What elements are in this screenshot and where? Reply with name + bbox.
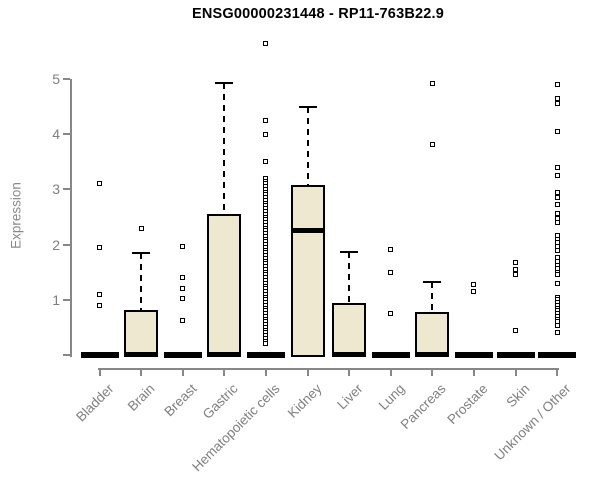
whisker-cap bbox=[423, 280, 442, 283]
outlier-point bbox=[429, 141, 435, 147]
y-axis bbox=[70, 79, 72, 357]
outlier-point bbox=[554, 82, 560, 88]
collapsed-box-median bbox=[371, 352, 410, 358]
x-axis-tick bbox=[514, 368, 517, 376]
y-axis-tick bbox=[63, 133, 70, 136]
y-axis-tick bbox=[63, 78, 70, 80]
x-axis bbox=[97, 368, 560, 370]
outlier-point bbox=[388, 311, 394, 317]
whisker bbox=[306, 106, 309, 185]
whisker bbox=[348, 251, 351, 303]
outlier-point bbox=[263, 341, 269, 347]
outlier-point bbox=[180, 243, 186, 249]
whisker bbox=[431, 281, 434, 312]
x-axis-tick bbox=[389, 368, 392, 376]
y-axis-tick bbox=[63, 243, 70, 246]
outlier-point bbox=[554, 101, 560, 107]
x-axis-tick bbox=[140, 368, 143, 376]
median-line bbox=[207, 352, 242, 357]
outlier-point bbox=[97, 181, 102, 187]
outlier-point bbox=[554, 247, 560, 253]
outlier-point bbox=[97, 302, 102, 308]
outlier-point bbox=[554, 173, 560, 179]
box bbox=[332, 302, 367, 357]
outlier-point bbox=[554, 95, 560, 101]
x-axis-tick bbox=[98, 368, 101, 376]
outlier-point bbox=[513, 266, 518, 272]
outlier-point bbox=[554, 220, 560, 226]
outlier-point bbox=[429, 80, 435, 86]
y-axis-label: Expression bbox=[8, 182, 24, 249]
outlier-point bbox=[513, 260, 518, 266]
median-line bbox=[124, 352, 159, 357]
outlier-point bbox=[263, 159, 269, 165]
y-tick-label: 1 bbox=[52, 291, 60, 308]
whisker-cap bbox=[132, 251, 151, 254]
x-axis-tick bbox=[348, 368, 351, 376]
x-axis-tick bbox=[431, 368, 434, 376]
x-axis-tick bbox=[264, 368, 267, 376]
collapsed-box-median bbox=[163, 352, 202, 358]
collapsed-box-median bbox=[496, 352, 535, 358]
x-axis-tick bbox=[556, 368, 559, 376]
outlier-point bbox=[263, 40, 269, 46]
whisker bbox=[140, 252, 143, 310]
y-tick-label: 5 bbox=[52, 71, 60, 87]
outlier-point bbox=[180, 318, 186, 324]
outlier-point bbox=[263, 131, 269, 137]
outlier-point bbox=[513, 327, 518, 333]
y-axis-tick bbox=[63, 354, 70, 356]
y-tick-label: 3 bbox=[52, 181, 60, 198]
outlier-point bbox=[97, 291, 102, 297]
x-axis-tick bbox=[223, 368, 226, 376]
box bbox=[207, 214, 242, 357]
outlier-point bbox=[554, 322, 560, 328]
collapsed-box-median bbox=[246, 352, 285, 358]
x-axis-tick bbox=[306, 368, 309, 376]
outlier-point bbox=[554, 210, 560, 216]
y-axis-tick bbox=[63, 188, 70, 191]
x-axis-tick bbox=[181, 368, 184, 376]
whisker-cap bbox=[340, 250, 359, 253]
whisker-cap bbox=[215, 82, 234, 85]
collapsed-box-median bbox=[80, 352, 119, 358]
outlier-point bbox=[554, 189, 560, 195]
whisker-cap bbox=[298, 105, 317, 108]
outlier-point bbox=[554, 280, 560, 286]
box bbox=[290, 184, 325, 357]
outlier-point bbox=[180, 275, 186, 281]
median-line bbox=[332, 352, 367, 357]
outlier-point bbox=[388, 246, 394, 252]
whisker bbox=[223, 83, 226, 215]
outlier-point bbox=[388, 269, 394, 275]
outlier-point bbox=[554, 272, 560, 278]
box bbox=[415, 311, 450, 357]
outlier-point bbox=[554, 330, 560, 336]
outlier-point bbox=[471, 282, 477, 288]
outlier-point bbox=[97, 244, 102, 250]
outlier-point bbox=[138, 225, 144, 231]
chart-title: ENSG00000231448 - RP11-763B22.9 bbox=[191, 6, 445, 22]
y-tick-label: 2 bbox=[52, 236, 60, 253]
median-line bbox=[415, 352, 450, 357]
outlier-point bbox=[554, 202, 560, 208]
outlier-point bbox=[554, 164, 560, 170]
x-axis-tick bbox=[472, 368, 475, 376]
box bbox=[124, 309, 159, 357]
outlier-point bbox=[180, 286, 186, 292]
outlier-point bbox=[554, 128, 560, 134]
outlier-point bbox=[180, 296, 186, 302]
outlier-point bbox=[554, 195, 560, 201]
y-tick-label: 4 bbox=[52, 126, 60, 143]
y-axis-tick bbox=[63, 298, 70, 301]
median-line bbox=[290, 227, 325, 233]
collapsed-box-median bbox=[538, 352, 577, 358]
outlier-point bbox=[513, 272, 518, 278]
outlier-point bbox=[471, 289, 477, 295]
outlier-point bbox=[263, 117, 269, 123]
collapsed-box-median bbox=[454, 352, 493, 358]
